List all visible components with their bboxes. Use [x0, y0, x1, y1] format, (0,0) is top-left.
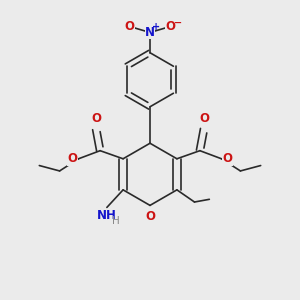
Text: +: +	[152, 22, 160, 32]
Text: O: O	[165, 20, 175, 33]
Text: O: O	[125, 20, 135, 33]
Text: O: O	[199, 112, 209, 125]
Text: NH: NH	[97, 209, 117, 222]
Text: O: O	[67, 152, 77, 165]
Text: O: O	[223, 152, 233, 165]
Text: O: O	[145, 210, 155, 223]
Text: N: N	[145, 26, 155, 39]
Text: O: O	[91, 112, 101, 125]
Text: −: −	[174, 17, 182, 28]
Text: H: H	[112, 215, 120, 226]
